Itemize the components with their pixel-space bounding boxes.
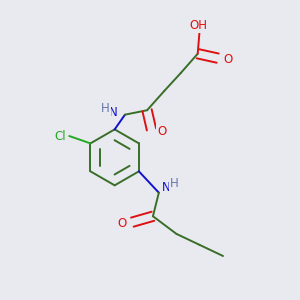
Text: H: H	[101, 102, 110, 115]
Text: Cl: Cl	[55, 130, 66, 142]
Text: H: H	[170, 177, 179, 190]
Text: OH: OH	[189, 19, 207, 32]
Text: O: O	[117, 217, 126, 230]
Text: O: O	[223, 53, 232, 66]
Text: N: N	[109, 106, 118, 119]
Text: N: N	[162, 181, 170, 194]
Text: O: O	[158, 125, 166, 138]
